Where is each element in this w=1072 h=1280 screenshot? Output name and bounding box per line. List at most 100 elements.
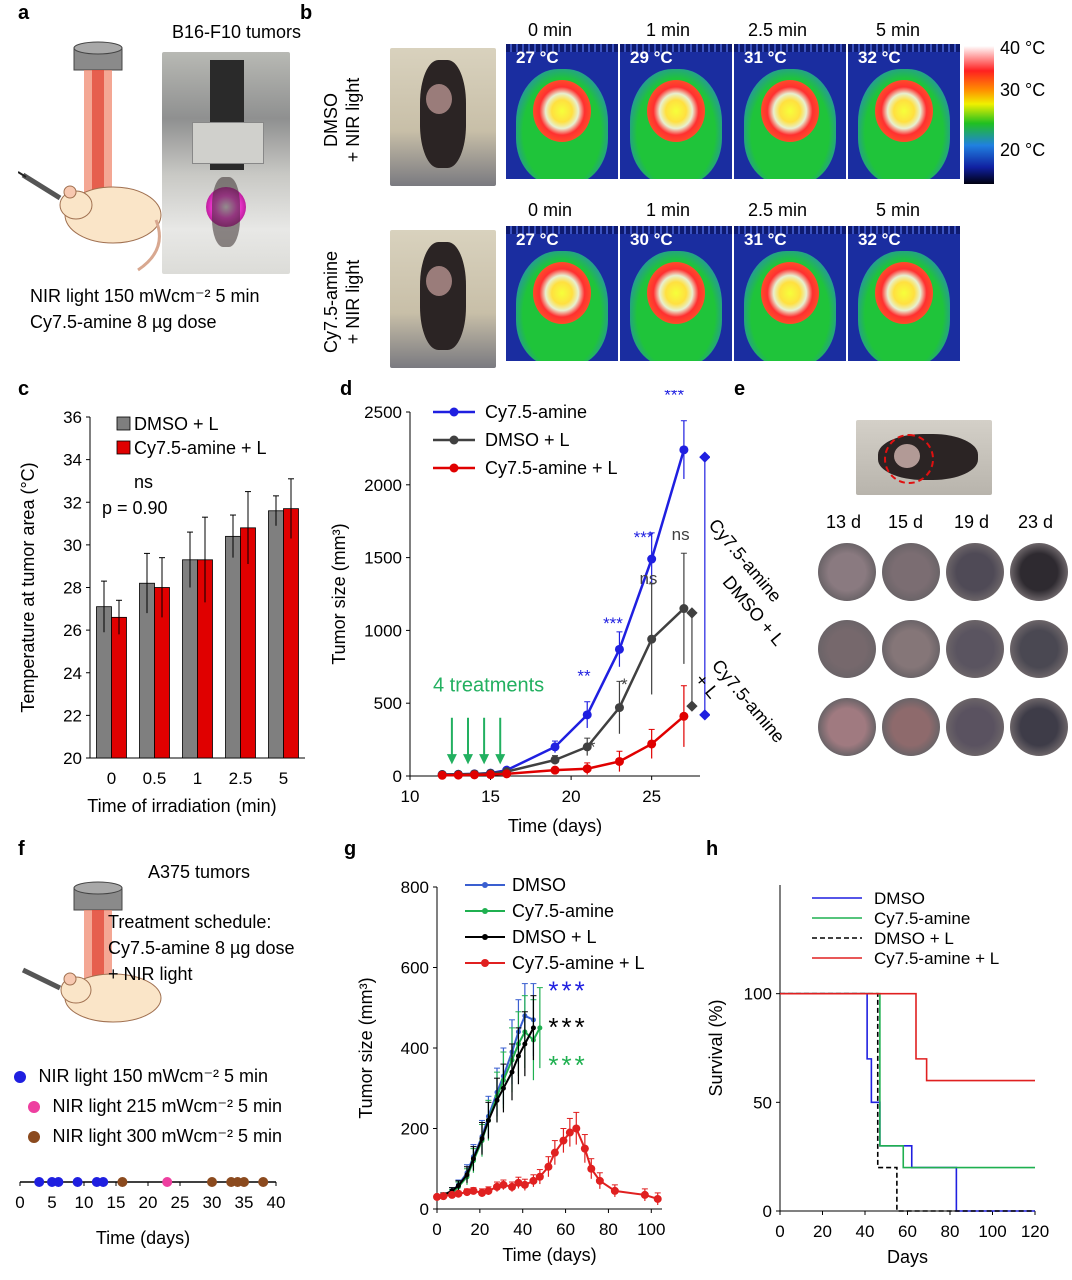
d-treatment-text: 4 treatments xyxy=(433,675,544,697)
panel-g-label: g xyxy=(344,838,357,860)
d-legend-text-0: Cy7.5-amine xyxy=(485,402,587,422)
c-ytick-label-5: 30 xyxy=(63,536,82,555)
g-point-3-15 xyxy=(544,1162,553,1171)
f-timeline-tick-label-0: 0 xyxy=(15,1193,24,1212)
h-xtick-label-2: 40 xyxy=(856,1222,875,1241)
c-xtick-label-1: 0.5 xyxy=(143,769,167,788)
b-row1-time-1: 1 min xyxy=(646,20,691,40)
h-line-3 xyxy=(780,992,1035,1082)
g-point-3-22 xyxy=(595,1176,604,1185)
g-point-3-25 xyxy=(653,1194,662,1203)
g-point-3-5 xyxy=(469,1186,478,1195)
d-xtick-label-3: 25 xyxy=(642,787,661,806)
c-ylabel: Temperature at tumor area (°C) xyxy=(18,462,38,712)
c-xtick-label-3: 2.5 xyxy=(229,769,253,788)
b-row2-thermal-0: 27 °C xyxy=(506,226,618,361)
d-legend-text-1: DMSO + L xyxy=(485,430,570,450)
g-point-2-11 xyxy=(522,1041,528,1047)
d-treatment-arrowhead-2 xyxy=(479,754,490,765)
e-petri-dish-0-1 xyxy=(882,543,940,601)
mouse-laser-illustration xyxy=(18,41,162,272)
colorbar-label-30: 30 °C xyxy=(1000,80,1046,100)
g-point-3-13 xyxy=(529,1176,538,1185)
h-xtick-label-5: 100 xyxy=(978,1222,1006,1241)
e-day-0: 13 d xyxy=(826,512,862,532)
b-row2-thermal-2: 31 °C xyxy=(734,226,846,361)
d-legend-marker-2 xyxy=(449,463,459,473)
f-timeline-tick-label-7: 35 xyxy=(235,1193,254,1212)
g-point-3-0 xyxy=(433,1192,441,1201)
panel-a-drug-dose: Cy7.5-amine 8 µg dose xyxy=(30,312,217,332)
c-annotation-ns: ns xyxy=(134,472,153,492)
g-point-2-2 xyxy=(455,1183,461,1189)
g-point-3-10 xyxy=(508,1182,516,1191)
b-row1-thermal-2: 31 °C xyxy=(734,44,846,179)
b-row2-temp-1: 30 °C xyxy=(630,230,673,249)
g-xtick-label-1: 20 xyxy=(470,1220,489,1239)
g-point-2-3 xyxy=(464,1172,470,1178)
g-point-3-1 xyxy=(439,1192,448,1201)
f-schedule-timeline: 0 5 10 15 20 25 30 35 40 Time (days) xyxy=(15,1177,285,1248)
pink-dot-icon xyxy=(28,1100,40,1113)
c-legend-text-1: Cy7.5-amine + L xyxy=(134,438,267,458)
g-point-3-6 xyxy=(478,1188,486,1197)
b-row2-label-line1: Cy7.5-amine xyxy=(321,250,341,354)
d-legend-text-2: Cy7.5-amine + L xyxy=(485,458,618,478)
f-legend-text-1: NIR light 215 mWcm⁻² 5 min xyxy=(52,1096,282,1116)
d-ytick-label-4: 2000 xyxy=(364,476,402,495)
f-timeline-dot-brown-4 xyxy=(239,1177,249,1187)
g-xtick-label-3: 60 xyxy=(556,1220,575,1239)
b-row2-time-0: 0 min xyxy=(528,200,573,220)
d-point-1-6 xyxy=(582,742,592,752)
panel-f-title: A375 tumors xyxy=(148,862,251,882)
g-xtick-label-0: 0 xyxy=(432,1220,441,1239)
g-ytick-label-2: 400 xyxy=(401,1039,429,1058)
b-row1-mouse-photo xyxy=(390,48,496,186)
f-timeline-tick-label-6: 30 xyxy=(203,1193,222,1212)
e-petri-dish-2-1 xyxy=(882,698,940,756)
b-row1-thermal-1: 29 °C xyxy=(620,44,732,179)
colorbar xyxy=(964,46,994,184)
b-row2-thermal-1: 30 °C xyxy=(620,226,732,361)
g-point-2-4 xyxy=(470,1156,476,1162)
d-point-2-7 xyxy=(614,756,624,766)
h-xtick-label-1: 20 xyxy=(813,1222,832,1241)
c-xtick-label-2: 1 xyxy=(193,769,202,788)
g-xtick-label-5: 100 xyxy=(637,1220,665,1239)
h-ytick-label-1: 50 xyxy=(753,1093,772,1112)
d-line-0 xyxy=(442,449,686,776)
f-timeline-dot-blue-0 xyxy=(34,1177,45,1187)
g-point-3-19 xyxy=(572,1124,581,1133)
h-legend-text-3: Cy7.5-amine + L xyxy=(874,949,999,968)
d-ytick-label-5: 2500 xyxy=(364,403,402,422)
d-ytick-label-0: 0 xyxy=(393,767,402,786)
f-timeline-tick-label-2: 10 xyxy=(75,1193,94,1212)
d-xtick-label-0: 10 xyxy=(401,787,420,806)
f-timeline-axis-label: Time (days) xyxy=(96,1228,190,1248)
b-row2-temp-2: 31 °C xyxy=(744,230,787,249)
d-treatment-arrowhead-3 xyxy=(495,754,506,765)
h-line-0 xyxy=(780,992,1035,1212)
g-point-3-24 xyxy=(640,1190,649,1199)
f-legend-text-2: NIR light 300 mWcm⁻² 5 min xyxy=(52,1126,282,1146)
d-ytick-label-3: 1500 xyxy=(364,549,402,568)
f-timeline-dot-brown-5 xyxy=(258,1177,269,1187)
h-line-2 xyxy=(780,992,1035,1212)
d-bracket-bottom-1 xyxy=(686,700,698,712)
h-ylabel: Survival (%) xyxy=(706,999,726,1096)
b-row1-temp-1: 29 °C xyxy=(630,48,673,67)
panel-c-label: c xyxy=(18,378,30,400)
f-legend-item-0: NIR light 150 mWcm⁻² 5 min xyxy=(14,1066,282,1096)
f-schedule-line1: Cy7.5-amine 8 µg dose xyxy=(108,938,295,958)
b-row1-temp-2: 31 °C xyxy=(744,48,787,67)
brown-dot-icon xyxy=(28,1130,40,1143)
h-xlabel: Days xyxy=(887,1247,928,1267)
chart-d: 0 500 1000 1500 2000 2500 10 15 20 25 Time (days) T… xyxy=(329,390,710,836)
panel-b-label: b xyxy=(300,2,313,24)
d-point-0-6 xyxy=(582,710,592,720)
g-ytick-label-0: 0 xyxy=(420,1200,429,1219)
d-legend-marker-1 xyxy=(449,435,459,445)
d-bracket-top-0 xyxy=(699,451,710,463)
g-xtick-label-4: 80 xyxy=(599,1220,618,1239)
c-bar-1-0 xyxy=(111,616,127,759)
